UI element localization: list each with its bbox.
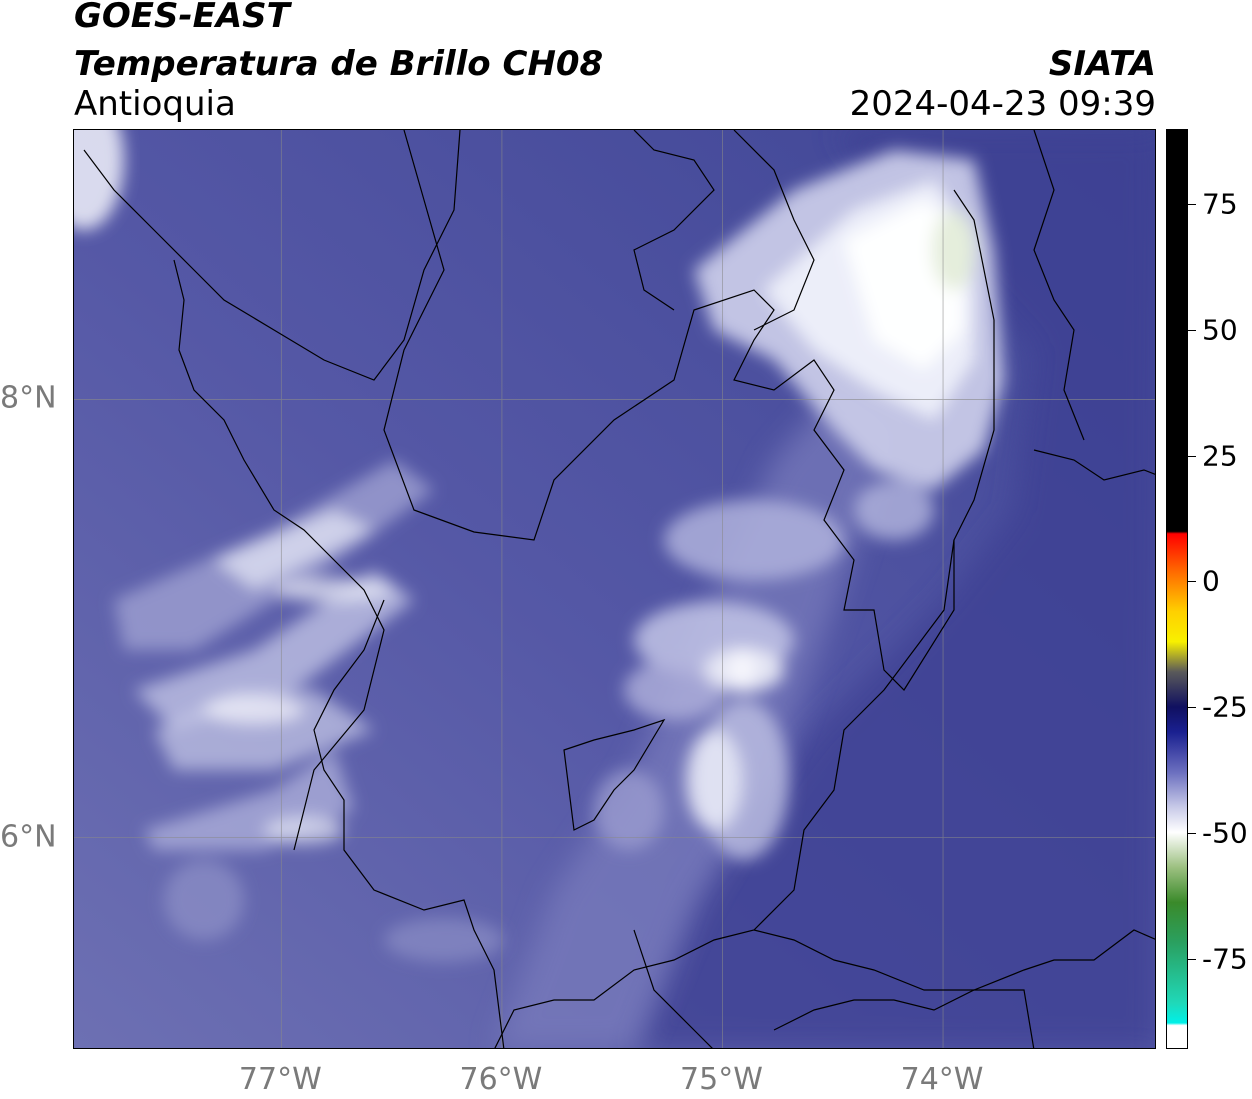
x-tick-label: 77°W: [238, 1062, 322, 1097]
map-canvas: [74, 130, 1155, 1048]
x-tick-label: 75°W: [680, 1062, 763, 1097]
colorbar-tick-label: -75: [1202, 942, 1248, 975]
map-panel[interactable]: [73, 129, 1156, 1049]
cloud-streaks-west: [114, 460, 504, 962]
boundaries: [83, 130, 1155, 1048]
dept-boundary-far-east: [1033, 130, 1085, 441]
colorbar-tick-mark: [1188, 581, 1196, 583]
colorbar-tick-mark: [1188, 832, 1196, 834]
cold-cloud-northwest: [74, 130, 124, 230]
colorbar-tick-mark: [1188, 707, 1196, 709]
dept-boundary-south-1: [633, 929, 713, 1048]
colorbar-tick-label: 50: [1202, 313, 1238, 347]
colorbar-tick-label: -25: [1202, 690, 1248, 724]
colorbar-tick-label: 0: [1202, 564, 1220, 598]
dept-boundary-south-2: [773, 989, 1035, 1048]
antioquia-border: [383, 130, 995, 691]
colorbar-tick-mark: [1188, 330, 1196, 332]
y-tick-label: 8°N: [0, 380, 57, 416]
colorbar-tick-label: 25: [1202, 439, 1238, 473]
cold-cloud-northeast: [694, 150, 1004, 540]
title-product: Temperatura de Brillo CH08: [74, 44, 604, 84]
title-satellite: GOES-EAST: [74, 0, 290, 36]
x-tick-label: 76°W: [459, 1062, 543, 1097]
dept-boundary-north: [633, 130, 715, 311]
colorbar: [1166, 129, 1188, 1049]
dept-boundary-east-2: [1033, 449, 1155, 481]
colorbar-tick-label: -50: [1202, 816, 1248, 850]
coastline-gulf: [173, 259, 385, 851]
antioquia-west-border: [313, 599, 505, 1048]
timestamp: 2024-04-23 09:39: [849, 84, 1156, 124]
convective-cells-central: [594, 500, 844, 860]
medellin-metro-border: [563, 718, 666, 831]
colorbar-tick-label: 75: [1202, 187, 1238, 221]
coastline-uraba: [83, 130, 461, 381]
colorbar-tick-mark: [1188, 455, 1196, 457]
brand-label: SIATA: [1048, 44, 1156, 84]
x-tick-label: 74°W: [900, 1062, 984, 1097]
colorbar-tick-mark: [1188, 204, 1196, 206]
region-label: Antioquia: [74, 84, 236, 124]
colorbar-tick-mark: [1188, 958, 1196, 960]
dept-boundary-northeast: [733, 130, 815, 331]
gridlines: [74, 130, 1155, 1048]
y-tick-label: 6°N: [0, 819, 57, 855]
